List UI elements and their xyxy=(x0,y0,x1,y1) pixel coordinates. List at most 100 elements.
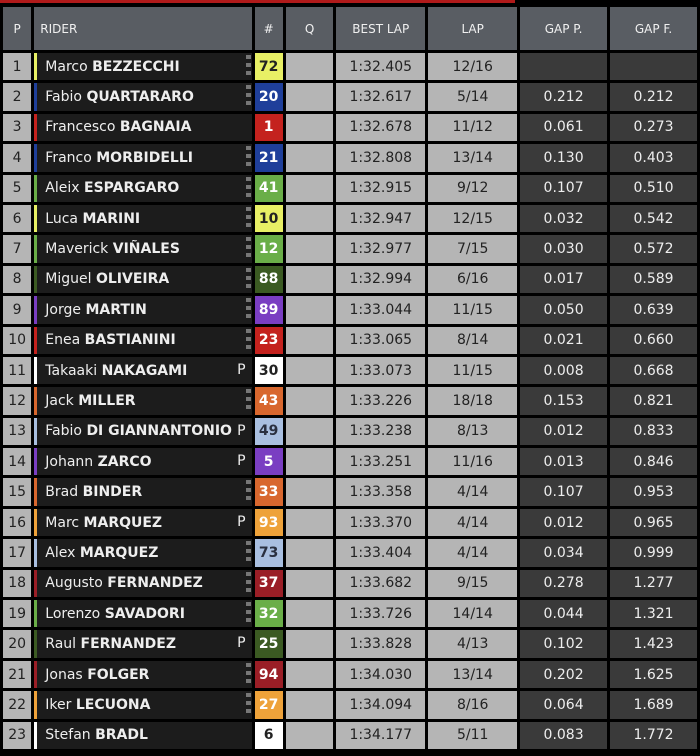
rider-last-name: QUARTARARO xyxy=(86,89,194,106)
rider-number-badge: 25 xyxy=(254,630,283,658)
table-row[interactable]: 23 Stefan BRADL 6 1:34.177 5/11 0.083 1.… xyxy=(3,721,697,749)
q-cell xyxy=(285,691,334,719)
gap-previous: 0.017 xyxy=(520,265,608,294)
table-row[interactable]: 11 Takaaki NAKAGAMI P 30 1:33.073 11/15 0… xyxy=(3,356,697,385)
gap-previous: 0.012 xyxy=(520,508,608,537)
position: 8 xyxy=(3,265,32,294)
position: 12 xyxy=(3,387,32,415)
gap-previous: 0.107 xyxy=(520,174,608,202)
best-lap: 1:33.370 xyxy=(336,508,426,537)
best-lap: 1:33.358 xyxy=(336,478,426,506)
table-row[interactable]: 10 Enea BASTIANINI 23 1:33.065 8/14 0.02… xyxy=(3,326,697,354)
rider-number-badge: 21 xyxy=(254,144,283,172)
header-lap: LAP xyxy=(428,7,518,50)
q-cell xyxy=(285,113,334,142)
header-q: Q xyxy=(285,7,334,50)
table-row[interactable]: 21 Jonas FOLGER 94 1:34.030 13/14 0.202 … xyxy=(3,660,697,689)
rider-name: Takaaki NAKAGAMI P xyxy=(34,356,252,385)
header-position: P xyxy=(3,7,32,50)
table-row[interactable]: 4 Franco MORBIDELLI 21 1:32.808 13/14 0.… xyxy=(3,144,697,172)
checkered-flag-icon xyxy=(245,237,251,262)
table-row[interactable]: 7 Maverick VIÑALES 12 1:32.977 7/15 0.03… xyxy=(3,235,697,263)
rider-number-badge: 27 xyxy=(254,691,283,719)
rider-name: Johann ZARCO P xyxy=(34,448,252,476)
q-cell xyxy=(285,721,334,749)
q-cell xyxy=(285,630,334,658)
position: 17 xyxy=(3,539,32,567)
table-row[interactable]: 13 Fabio DI GIANNANTONIO P 49 1:33.238 8/… xyxy=(3,417,697,446)
position: 14 xyxy=(3,448,32,476)
table-row[interactable]: 6 Luca MARINI 10 1:32.947 12/15 0.032 0.… xyxy=(3,204,697,233)
gap-first: 1.689 xyxy=(610,691,697,719)
lap-count: 4/14 xyxy=(428,478,518,506)
rider-last-name: MILLER xyxy=(78,392,136,409)
gap-first: 0.510 xyxy=(610,174,697,202)
gap-previous: 0.061 xyxy=(520,113,608,142)
rider-name: Maverick VIÑALES xyxy=(34,235,252,263)
best-lap: 1:32.678 xyxy=(336,113,426,142)
pit-indicator: P xyxy=(237,513,246,530)
gap-previous: 0.130 xyxy=(520,144,608,172)
gap-previous: 0.083 xyxy=(520,721,608,749)
lap-count: 14/14 xyxy=(428,600,518,628)
table-row[interactable]: 8 Miguel OLIVEIRA 88 1:32.994 6/16 0.017… xyxy=(3,265,697,294)
lap-count: 5/11 xyxy=(428,721,518,749)
rider-last-name: VIÑALES xyxy=(112,241,180,258)
table-row[interactable]: 3 Francesco BAGNAIA 1 1:32.678 11/12 0.0… xyxy=(3,113,697,142)
checkered-flag-icon xyxy=(245,602,251,627)
q-cell xyxy=(285,569,334,598)
gap-first: 1.277 xyxy=(610,569,697,598)
table-row[interactable]: 2 Fabio QUARTARARO 20 1:32.617 5/14 0.21… xyxy=(3,83,697,111)
rider-name: Lorenzo SAVADORI xyxy=(34,600,252,628)
rider-name: Luca MARINI xyxy=(34,204,252,233)
table-row[interactable]: 18 Augusto FERNANDEZ 37 1:33.682 9/15 0.… xyxy=(3,569,697,598)
rider-number-badge: 23 xyxy=(254,326,283,354)
table-row[interactable]: 14 Johann ZARCO P 5 1:33.251 11/16 0.013 … xyxy=(3,448,697,476)
position: 23 xyxy=(3,721,32,749)
rider-first-name: Aleix xyxy=(45,180,80,197)
rider-name: Miguel OLIVEIRA xyxy=(34,265,252,294)
table-row[interactable]: 1 Marco BEZZECCHI 72 1:32.405 12/16 xyxy=(3,53,697,81)
rider-number-badge: 73 xyxy=(254,539,283,567)
table-row[interactable]: 15 Brad BINDER 33 1:33.358 4/14 0.107 0.… xyxy=(3,478,697,506)
best-lap: 1:32.405 xyxy=(336,53,426,81)
q-cell xyxy=(285,144,334,172)
rider-number-badge: 30 xyxy=(254,356,283,385)
position: 21 xyxy=(3,660,32,689)
lap-count: 9/12 xyxy=(428,174,518,202)
pit-indicator: P xyxy=(237,635,246,652)
rider-last-name: MORBIDELLI xyxy=(96,149,193,166)
lap-count: 9/15 xyxy=(428,569,518,598)
gap-first: 0.846 xyxy=(610,448,697,476)
rider-name: Marco BEZZECCHI xyxy=(34,53,252,81)
q-cell xyxy=(285,478,334,506)
rider-last-name: BAGNAIA xyxy=(119,119,192,136)
table-row[interactable]: 16 Marc MARQUEZ P 93 1:33.370 4/14 0.012 … xyxy=(3,508,697,537)
checkered-flag-icon xyxy=(245,328,251,353)
table-row[interactable]: 9 Jorge MARTIN 89 1:33.044 11/15 0.050 0… xyxy=(3,296,697,324)
checkered-flag-icon xyxy=(245,146,251,171)
table-row[interactable]: 17 Alex MARQUEZ 73 1:33.404 4/14 0.034 0… xyxy=(3,539,697,567)
rider-name: Franco MORBIDELLI xyxy=(34,144,252,172)
gap-first: 1.321 xyxy=(610,600,697,628)
rider-first-name: Enea xyxy=(45,332,81,349)
rider-number-badge: 6 xyxy=(254,721,283,749)
lap-count: 6/16 xyxy=(428,265,518,294)
rider-last-name: BEZZECCHI xyxy=(92,58,180,75)
header-number: # xyxy=(254,7,283,50)
best-lap: 1:34.177 xyxy=(336,721,426,749)
rider-name: Jorge MARTIN xyxy=(34,296,252,324)
rider-number-badge: 20 xyxy=(254,83,283,111)
position: 13 xyxy=(3,417,32,446)
rider-first-name: Jorge xyxy=(45,301,81,318)
gap-first xyxy=(610,53,697,81)
position: 11 xyxy=(3,356,32,385)
best-lap: 1:32.915 xyxy=(336,174,426,202)
table-row[interactable]: 19 Lorenzo SAVADORI 32 1:33.726 14/14 0.… xyxy=(3,600,697,628)
table-row[interactable]: 22 Iker LECUONA 27 1:34.094 8/16 0.064 1… xyxy=(3,691,697,719)
table-row[interactable]: 5 Aleix ESPARGARO 41 1:32.915 9/12 0.107… xyxy=(3,174,697,202)
table-row[interactable]: 20 Raul FERNANDEZ P 25 1:33.828 4/13 0.10… xyxy=(3,630,697,658)
position: 3 xyxy=(3,113,32,142)
table-row[interactable]: 12 Jack MILLER 43 1:33.226 18/18 0.153 0… xyxy=(3,387,697,415)
gap-first: 0.212 xyxy=(610,83,697,111)
